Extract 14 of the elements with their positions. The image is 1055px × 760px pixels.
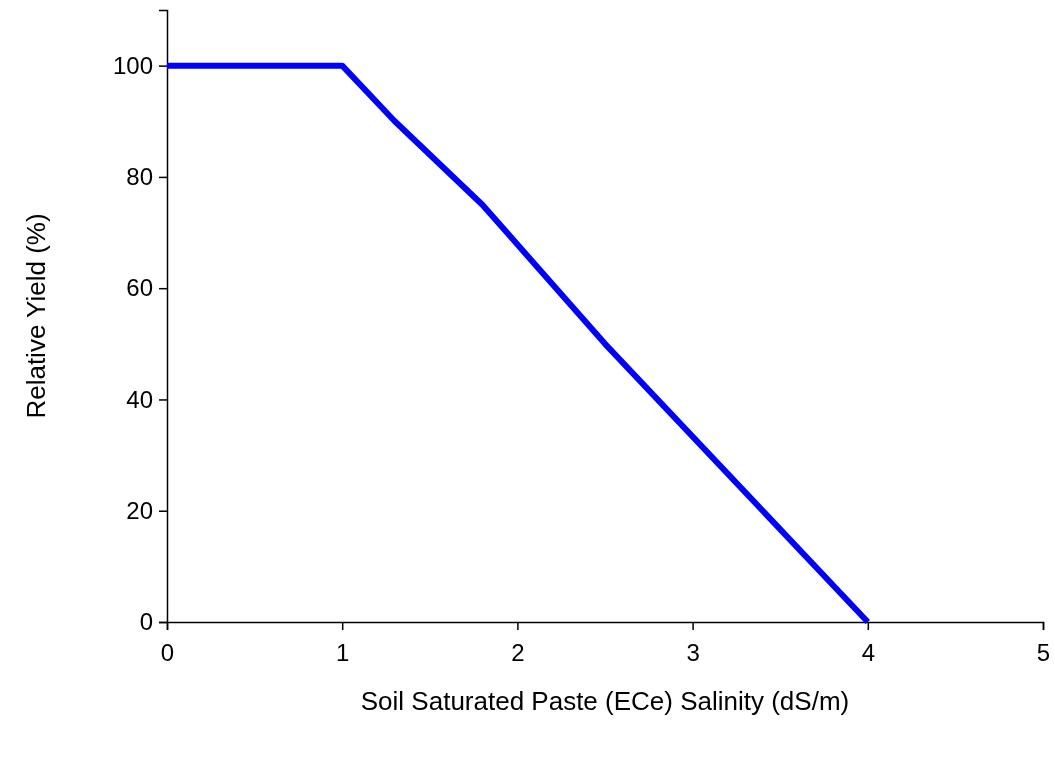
x-tick-label: 5 bbox=[1036, 639, 1051, 667]
x-tick-label: 0 bbox=[160, 639, 175, 667]
y-tick-label: 80 bbox=[126, 163, 153, 191]
y-tick-label: 40 bbox=[126, 385, 153, 413]
y-axis-title: Relative Yield (%) bbox=[21, 213, 51, 419]
y-tick-label: 60 bbox=[126, 274, 153, 302]
x-tick-label: 2 bbox=[511, 639, 525, 667]
x-axis-title: Soil Saturated Paste (ECe) Salinity (dS/m) bbox=[360, 686, 850, 716]
x-tick-label: 4 bbox=[861, 639, 875, 667]
y-tick-label: 20 bbox=[126, 496, 153, 524]
x-tick-label: 1 bbox=[336, 639, 350, 667]
x-tick-label: 3 bbox=[686, 639, 700, 667]
y-tick-label: 100 bbox=[112, 51, 153, 79]
y-tick-label: 0 bbox=[139, 608, 153, 636]
